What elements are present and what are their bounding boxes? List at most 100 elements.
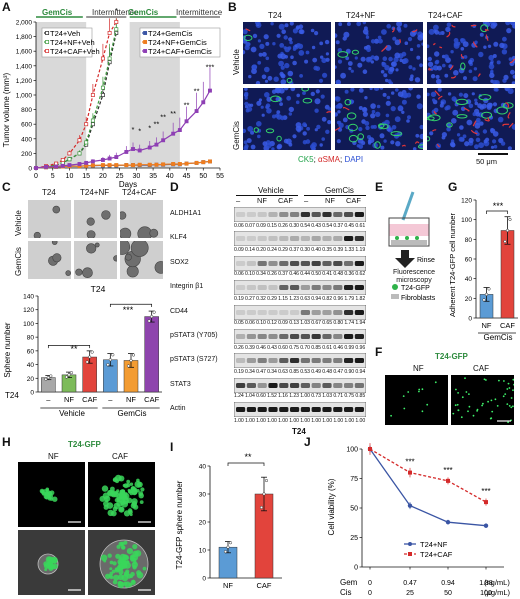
blot-band xyxy=(344,334,354,339)
category-label: CAF xyxy=(144,395,159,404)
b-image-grid xyxy=(243,22,515,150)
dapi-nucleus xyxy=(266,142,272,149)
dapi-nucleus xyxy=(412,147,417,150)
if-image-tile xyxy=(427,22,515,84)
gfp-signal xyxy=(131,579,135,584)
legend-dapi: DAPI xyxy=(344,155,364,164)
ck5-signal xyxy=(496,106,508,115)
blot-label: Integrin β1 xyxy=(170,283,204,291)
data-dot xyxy=(505,228,510,233)
gfp-cell xyxy=(426,403,429,406)
dapi-nucleus xyxy=(463,93,469,99)
data-dot xyxy=(85,360,89,364)
c-stars-left: ** xyxy=(70,344,78,354)
panel-b-label: B xyxy=(228,0,237,14)
dapi-nucleus xyxy=(365,35,370,39)
dapi-nucleus xyxy=(250,46,257,53)
c-group-gemcis: GemCis xyxy=(118,409,147,418)
blot-band xyxy=(322,260,332,266)
dapi-nucleus xyxy=(314,128,318,132)
blot-band xyxy=(300,212,310,217)
blot-band xyxy=(246,334,256,339)
data-point xyxy=(407,503,413,508)
ck5-signal xyxy=(503,102,514,109)
asma-signal xyxy=(436,143,440,148)
ck5-signal xyxy=(456,114,468,119)
x-tick-label: 0 xyxy=(34,173,38,180)
dapi-nucleus xyxy=(258,98,262,102)
dapi-nucleus xyxy=(304,59,309,64)
data-point xyxy=(107,60,112,65)
dapi-nucleus xyxy=(292,60,297,66)
dapi-nucleus xyxy=(435,78,442,84)
lane-label: – xyxy=(236,196,241,205)
significance-star: ** xyxy=(194,86,200,95)
dapi-nucleus xyxy=(486,104,492,110)
data-point xyxy=(114,155,119,159)
dapi-nucleus xyxy=(247,126,254,132)
f-col-caf: CAF xyxy=(473,364,489,373)
gfp-signal xyxy=(129,513,133,517)
y-tick-label: 800 xyxy=(21,107,32,114)
brightfield-background xyxy=(74,200,117,238)
data-point xyxy=(114,31,119,35)
asma-signal xyxy=(502,123,510,127)
sphere xyxy=(65,270,71,276)
dapi-nucleus xyxy=(429,131,434,136)
dapi-nucleus xyxy=(280,79,287,84)
dapi-nucleus xyxy=(373,55,380,61)
data-dot xyxy=(88,355,92,359)
data-point xyxy=(124,149,129,154)
ck5-signal xyxy=(348,134,358,143)
dapi-nucleus xyxy=(377,35,382,40)
dapi-nucleus xyxy=(453,41,459,47)
gfp-signal xyxy=(41,491,46,496)
dapi-nucleus xyxy=(435,74,440,79)
y-tick-label: 60 xyxy=(27,348,35,355)
gfp-cell xyxy=(402,395,405,397)
x-tick-label: 45 xyxy=(183,173,191,180)
dapi-nucleus xyxy=(370,60,374,64)
category-label: NF xyxy=(482,321,492,330)
ck5-signal xyxy=(478,94,492,101)
dapi-nucleus xyxy=(488,115,494,120)
dapi-nucleus xyxy=(511,81,515,84)
f-col-nf: NF xyxy=(413,364,424,373)
dapi-nucleus xyxy=(324,39,330,45)
dapi-nucleus xyxy=(478,142,484,149)
dapi-nucleus xyxy=(384,65,390,71)
gfp-sphere-image xyxy=(18,462,85,527)
category-label: NF xyxy=(64,395,74,404)
gfp-cell xyxy=(490,399,493,402)
ck5-signal xyxy=(337,51,349,58)
data-point xyxy=(77,151,82,156)
b-scale-label: 50 μm xyxy=(476,157,497,166)
gfp-signal xyxy=(126,479,131,484)
b-row-gemcis: GemCis xyxy=(232,121,241,150)
lane-label: – xyxy=(304,196,309,205)
data-point xyxy=(201,160,206,165)
ck5-signal xyxy=(427,136,431,142)
dapi-nucleus xyxy=(261,113,265,117)
h-col-nf: NF xyxy=(48,452,59,461)
y-tick-label: 100 xyxy=(461,217,472,224)
blot-band xyxy=(322,212,332,217)
data-point xyxy=(483,523,489,528)
category-label: – xyxy=(108,395,113,404)
blot-band xyxy=(344,382,354,388)
dapi-nucleus xyxy=(244,96,248,100)
dapi-nucleus xyxy=(320,94,325,99)
dapi-nucleus xyxy=(284,88,289,91)
well-outline xyxy=(388,217,430,247)
well-medium xyxy=(389,224,429,236)
dapi-nucleus xyxy=(358,127,363,132)
dapi-nucleus xyxy=(278,23,285,30)
dapi-nucleus xyxy=(312,57,318,63)
dapi-nucleus xyxy=(492,139,497,144)
blot-band xyxy=(300,407,310,413)
blot-band xyxy=(257,334,267,339)
data-point xyxy=(368,447,372,451)
dapi-nucleus xyxy=(466,119,473,126)
x-tick-label: 40 xyxy=(166,173,174,180)
dapi-nucleus xyxy=(273,76,279,82)
